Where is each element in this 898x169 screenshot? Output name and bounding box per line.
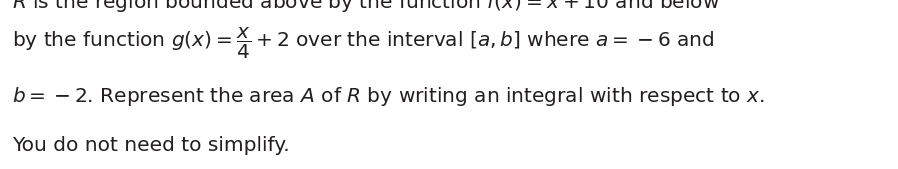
Text: You do not need to simplify.: You do not need to simplify. <box>12 137 289 155</box>
Text: $R$ is the region bounded above by the function $f(x) = x + 10$ and below: $R$ is the region bounded above by the f… <box>12 0 719 14</box>
Text: $b = -2$. Represent the area $A$ of $R$ by writing an integral with respect to $: $b = -2$. Represent the area $A$ of $R$ … <box>12 85 764 108</box>
Text: by the function $g(x) = \dfrac{x}{4} + 2$ over the interval $[a, b]$ where $a = : by the function $g(x) = \dfrac{x}{4} + 2… <box>12 26 714 61</box>
